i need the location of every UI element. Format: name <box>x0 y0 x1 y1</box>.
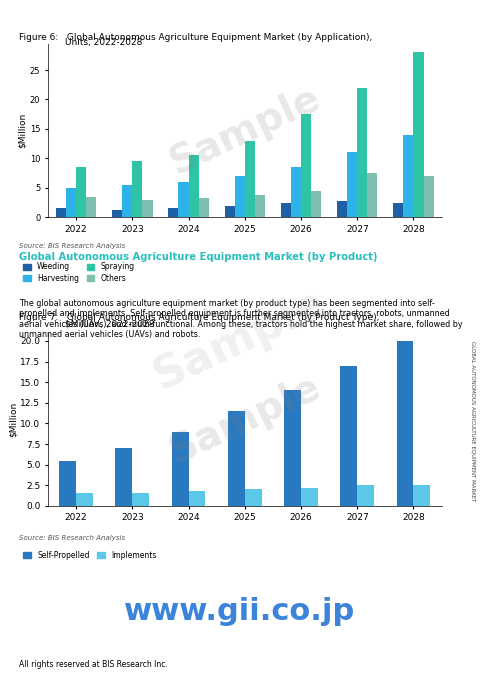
Bar <box>143 200 153 217</box>
Bar <box>367 173 377 217</box>
Bar <box>59 460 76 506</box>
Bar <box>66 188 76 217</box>
Bar <box>245 490 262 506</box>
Bar <box>112 210 122 217</box>
Bar <box>228 411 245 506</box>
Bar <box>301 114 311 217</box>
Bar <box>76 167 86 217</box>
Bar <box>116 448 132 506</box>
Bar <box>225 206 235 217</box>
Bar <box>311 191 321 217</box>
Bar <box>396 341 413 506</box>
Bar <box>340 366 357 506</box>
Bar <box>235 176 245 217</box>
Bar <box>255 195 265 217</box>
Bar <box>86 197 96 217</box>
Bar <box>357 88 367 217</box>
Text: Sample: Sample <box>147 280 333 399</box>
Bar <box>132 162 143 217</box>
Legend: Weeding, Harvesting, Spraying, Others: Weeding, Harvesting, Spraying, Others <box>20 259 138 286</box>
Text: Figure 7:   Global Autonomous Agriculture Equipment Market (by Product Type),: Figure 7: Global Autonomous Agriculture … <box>19 314 380 323</box>
Bar <box>168 208 179 217</box>
Bar <box>301 488 318 506</box>
Text: Source: BIS Research Analysis: Source: BIS Research Analysis <box>19 535 125 540</box>
Text: www.gii.co.jp: www.gii.co.jp <box>124 597 356 625</box>
Text: Sample: Sample <box>163 368 326 471</box>
Bar <box>291 167 301 217</box>
Text: $Million, 2022-2028: $Million, 2022-2028 <box>19 320 155 329</box>
Bar <box>281 202 291 217</box>
Bar <box>56 208 66 217</box>
Bar <box>172 432 189 506</box>
Bar <box>122 185 132 217</box>
Bar <box>76 494 93 506</box>
Y-axis label: $Million: $Million <box>18 113 27 148</box>
Bar <box>357 485 374 506</box>
Bar <box>413 485 431 506</box>
Bar <box>189 491 205 506</box>
Bar <box>393 202 403 217</box>
Text: Global Autonomous Agriculture Equipment Market (by Product): Global Autonomous Agriculture Equipment … <box>19 252 378 262</box>
Bar <box>199 198 209 217</box>
Text: GLOBAL AUTONOMOUS AGRICULTURE EQUIPMENT MARKET: GLOBAL AUTONOMOUS AGRICULTURE EQUIPMENT … <box>470 341 475 501</box>
Bar <box>132 494 149 506</box>
Bar <box>179 182 189 217</box>
Text: Sample: Sample <box>163 79 326 182</box>
Bar <box>284 390 301 506</box>
Text: Figure 6:   Global Autonomous Agriculture Equipment Market (by Application),: Figure 6: Global Autonomous Agriculture … <box>19 33 372 41</box>
Text: All rights reserved at BIS Research Inc.: All rights reserved at BIS Research Inc. <box>19 660 168 669</box>
Bar <box>347 153 357 217</box>
Text: Units, 2022-2028: Units, 2022-2028 <box>19 39 143 48</box>
Bar <box>403 135 413 217</box>
Legend: Self-Propelled, Implements: Self-Propelled, Implements <box>20 548 159 563</box>
Text: Source: BIS Research Analysis: Source: BIS Research Analysis <box>19 243 125 249</box>
Bar <box>189 155 199 217</box>
Text: The global autonomous agriculture equipment market (by product type) has been se: The global autonomous agriculture equipm… <box>19 299 463 339</box>
Y-axis label: $Million: $Million <box>9 402 17 437</box>
Bar <box>424 176 434 217</box>
Bar <box>337 201 347 217</box>
Bar <box>245 141 255 217</box>
Bar <box>413 52 424 217</box>
